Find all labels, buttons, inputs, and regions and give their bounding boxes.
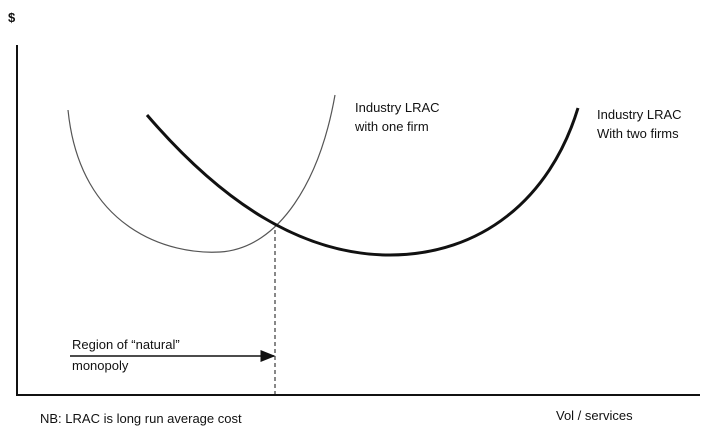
curve-label: With two firms [597,126,679,141]
annotation: monopoly [72,358,129,373]
note: NB: LRAC is long run average cost [40,411,242,426]
curve-label: Industry LRAC [355,100,440,115]
lrac-one-firm [67,94,336,253]
x-axis-label: Vol / services [556,408,633,423]
curve-label: with one firm [354,119,429,134]
curve-label: Industry LRAC [597,107,682,122]
annotation: Region of “natural” [72,337,180,352]
y-axis-label: $ [8,10,16,25]
lrac-two-firms [145,107,580,257]
